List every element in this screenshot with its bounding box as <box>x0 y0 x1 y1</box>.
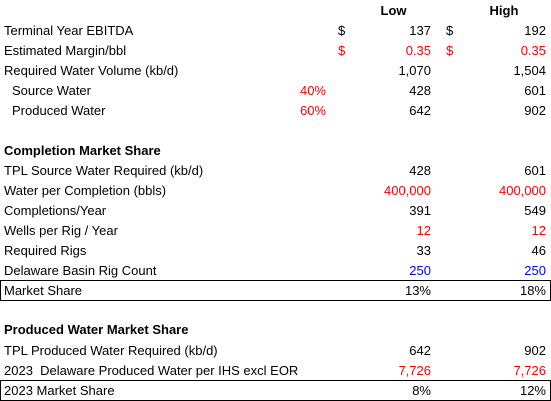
row-label: Market Share <box>4 283 83 298</box>
value-low: 428 <box>409 83 431 98</box>
value-high: 250 <box>524 263 546 278</box>
value-low: 642 <box>409 343 431 358</box>
row-label: 2023 Delaware Produced Water per IHS exc… <box>4 363 299 378</box>
row-delaware-produced: 2023 Delaware Produced Water per IHS exc… <box>0 361 551 381</box>
percent-input: 40% <box>299 83 326 98</box>
value-high: 1,504 <box>513 63 546 78</box>
value-low: 400,000 <box>384 183 431 198</box>
row-label: TPL Produced Water Required (kb/d) <box>4 343 218 358</box>
value-low: 7,726 <box>398 363 431 378</box>
row-tpl-source: TPL Source Water Required (kb/d) 428 601 <box>0 161 551 181</box>
value-low: 8% <box>412 383 431 398</box>
header-row: Low High <box>0 1 551 21</box>
value-low: 137 <box>409 23 431 38</box>
currency-symbol-high: $ <box>446 43 454 58</box>
row-label: Source Water <box>12 83 91 98</box>
section-title: Completion Market Share <box>4 143 161 158</box>
percent-input: 60% <box>299 103 326 118</box>
row-produced-water: Produced Water 60% 642 902 <box>0 101 551 121</box>
row-label: Required Water Volume (kb/d) <box>4 63 179 78</box>
value-high: 46 <box>531 243 546 258</box>
currency-symbol-high: $ <box>446 23 454 38</box>
row-water-volume: Required Water Volume (kb/d) 1,070 1,504 <box>0 61 551 81</box>
row-completions-year: Completions/Year 391 549 <box>0 201 551 221</box>
value-high: 7,726 <box>513 363 546 378</box>
row-market-share-2023: 2023 Market Share 8% 12% <box>0 381 551 401</box>
value-low: 1,070 <box>398 63 431 78</box>
section-title: Produced Water Market Share <box>4 322 189 337</box>
value-high: 601 <box>524 163 546 178</box>
row-label: Produced Water <box>12 103 106 118</box>
row-label: Required Rigs <box>4 243 87 258</box>
section-title-produced: Produced Water Market Share <box>0 320 551 340</box>
row-market-share: Market Share 13% 18% <box>0 281 551 301</box>
value-high: 549 <box>524 203 546 218</box>
row-water-per-completion: Water per Completion (bbls) 400,000 400,… <box>0 181 551 201</box>
value-low: 428 <box>409 163 431 178</box>
row-terminal-ebitda: Terminal Year EBITDA $ 137 $ 192 <box>0 21 551 41</box>
value-low: 0.35 <box>405 43 431 58</box>
value-high: 192 <box>524 23 546 38</box>
row-tpl-produced: TPL Produced Water Required (kb/d) 642 9… <box>0 341 551 361</box>
row-rig-count: Delaware Basin Rig Count 250 250 <box>0 261 551 281</box>
row-source-water: Source Water 40% 428 601 <box>0 81 551 101</box>
column-header-low: Low <box>380 3 407 18</box>
value-low: 642 <box>409 103 431 118</box>
value-high: 902 <box>524 343 546 358</box>
value-low: 33 <box>416 243 431 258</box>
value-high: 12 <box>531 223 546 238</box>
column-header-high: High <box>489 3 519 18</box>
value-high: 18% <box>519 283 546 298</box>
currency-symbol-low: $ <box>338 23 346 38</box>
row-required-rigs: Required Rigs 33 46 <box>0 241 551 261</box>
row-margin: Estimated Margin/bbl $ 0.35 $ 0.35 <box>0 41 551 61</box>
value-high: 12% <box>519 383 546 398</box>
value-high: 902 <box>524 103 546 118</box>
row-label: Terminal Year EBITDA <box>4 23 134 38</box>
value-low: 13% <box>404 283 431 298</box>
value-low: 391 <box>409 203 431 218</box>
row-label: Water per Completion (bbls) <box>4 183 167 198</box>
row-label: 2023 Market Share <box>4 383 115 398</box>
row-label: Wells per Rig / Year <box>4 223 118 238</box>
value-low: 12 <box>416 223 431 238</box>
row-label: Estimated Margin/bbl <box>4 43 127 58</box>
value-high: 601 <box>524 83 546 98</box>
row-label: Completions/Year <box>4 203 107 218</box>
value-high: 400,000 <box>499 183 546 198</box>
value-low: 250 <box>409 263 431 278</box>
row-label: TPL Source Water Required (kb/d) <box>4 163 204 178</box>
row-label: Delaware Basin Rig Count <box>4 263 157 278</box>
value-high: 0.35 <box>520 43 546 58</box>
currency-symbol-low: $ <box>338 43 346 58</box>
section-title-completion: Completion Market Share <box>0 141 551 161</box>
row-wells-per-rig: Wells per Rig / Year 12 12 <box>0 221 551 241</box>
